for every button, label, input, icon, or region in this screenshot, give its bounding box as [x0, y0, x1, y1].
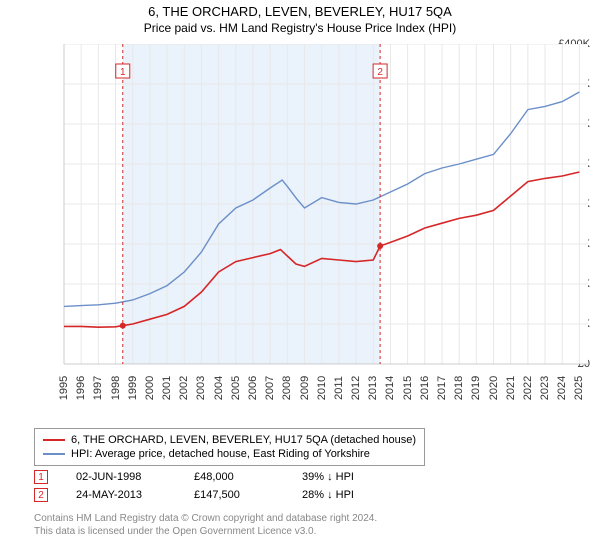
legend-label: 6, THE ORCHARD, LEVEN, BEVERLEY, HU17 5Q…: [71, 434, 416, 446]
marker-icon: 2: [34, 488, 48, 502]
sale-delta: 39% ↓ HPI: [302, 471, 354, 483]
chart-container: £0£50K£100K£150K£200K£250K£300K£350K£400…: [10, 44, 590, 404]
table-row: 1 02-JUN-1998 £48,000 39% ↓ HPI: [34, 468, 354, 486]
svg-text:2: 2: [377, 67, 383, 78]
attribution-text: Contains HM Land Registry data © Crown c…: [34, 512, 377, 538]
sale-price: £147,500: [194, 489, 274, 501]
sales-table: 1 02-JUN-1998 £48,000 39% ↓ HPI 2 24-MAY…: [34, 468, 354, 504]
table-row: 2 24-MAY-2013 £147,500 28% ↓ HPI: [34, 486, 354, 504]
sale-delta: 28% ↓ HPI: [302, 489, 354, 501]
sale-date: 24-MAY-2013: [76, 489, 166, 501]
sale-price: £48,000: [194, 471, 274, 483]
legend-item: HPI: Average price, detached house, East…: [43, 447, 416, 461]
legend-item: 6, THE ORCHARD, LEVEN, BEVERLEY, HU17 5Q…: [43, 433, 416, 447]
chart-subtitle: Price paid vs. HM Land Registry's House …: [0, 19, 600, 39]
marker-icon: 1: [34, 470, 48, 484]
svg-text:1: 1: [120, 67, 126, 78]
line-chart: 12: [10, 44, 590, 404]
legend-label: HPI: Average price, detached house, East…: [71, 448, 370, 460]
sale-date: 02-JUN-1998: [76, 471, 166, 483]
chart-title: 6, THE ORCHARD, LEVEN, BEVERLEY, HU17 5Q…: [0, 0, 600, 19]
legend: 6, THE ORCHARD, LEVEN, BEVERLEY, HU17 5Q…: [34, 428, 425, 466]
